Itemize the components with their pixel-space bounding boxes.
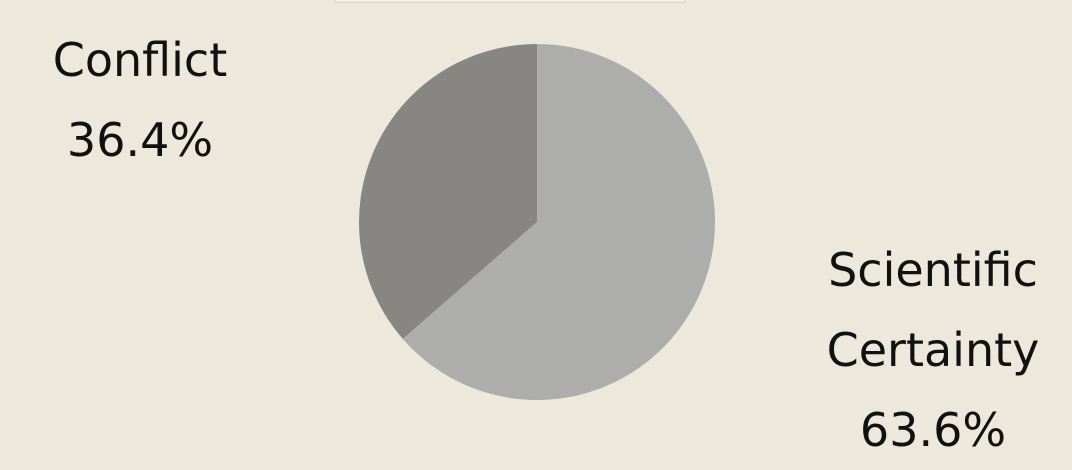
value-label: 36.4% <box>66 113 214 167</box>
value-label: 63.6% <box>859 403 1007 457</box>
category-label: Conflict <box>52 33 228 87</box>
category-label: Scientific Certainty <box>826 243 1040 377</box>
top-panel <box>334 0 686 3</box>
pie-slice <box>359 44 537 339</box>
slice-label: Conflict 36.4% <box>20 20 260 180</box>
pie-slice <box>402 44 715 400</box>
slice-label: Scientific Certainty 63.6% <box>803 230 1063 470</box>
